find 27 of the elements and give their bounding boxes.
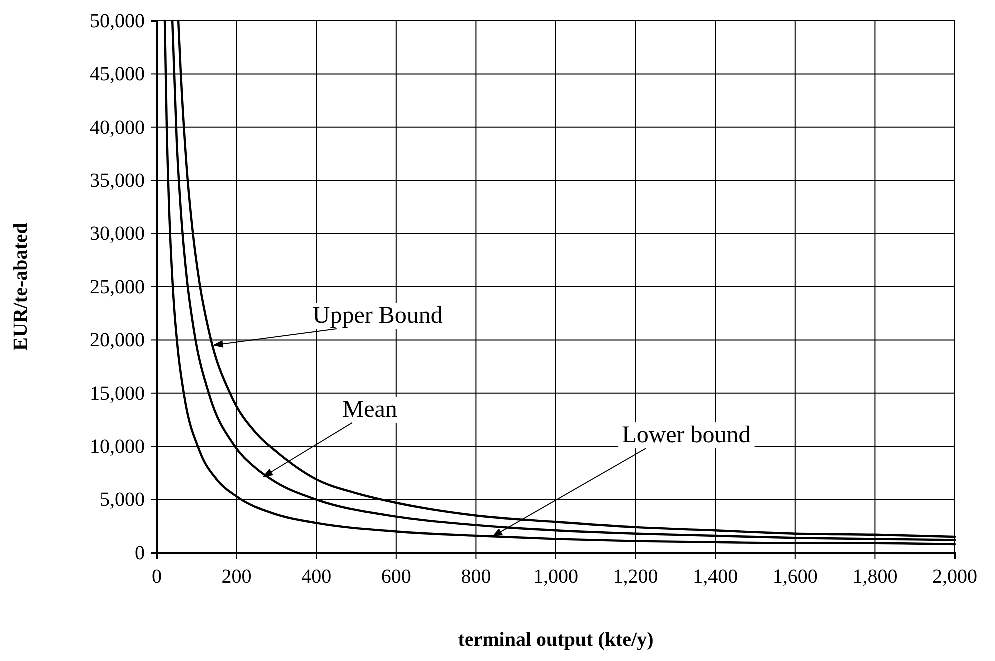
x-tick-label: 600 — [381, 566, 412, 588]
y-tick-label: 30,000 — [90, 223, 145, 246]
y-tick-label: 45,000 — [90, 64, 145, 86]
y-axis-title: EUR/te-abated — [10, 223, 32, 351]
x-tick-label: 400 — [302, 566, 332, 588]
y-tick-label: 5,000 — [100, 489, 145, 512]
x-tick-label: 1,800 — [852, 566, 898, 588]
annotation: Mean — [342, 396, 398, 423]
y-tick-label: 0 — [135, 542, 145, 564]
y-tick-label: 10,000 — [90, 436, 145, 458]
x-tick-label: 1,400 — [693, 566, 738, 588]
y-tick-label: 15,000 — [90, 382, 145, 405]
y-tick-label: 20,000 — [90, 330, 145, 352]
x-tick-label: 0 — [152, 566, 162, 588]
y-tick-label: 25,000 — [90, 276, 145, 298]
y-tick-label: 35,000 — [90, 170, 145, 192]
x-tick-label: 2,000 — [932, 566, 978, 588]
x-axis-title: terminal output (kte/y) — [458, 629, 654, 651]
x-tick-label: 1,200 — [613, 566, 658, 588]
annotation: Upper Bound — [312, 303, 443, 330]
x-tick-label: 1,000 — [534, 566, 578, 588]
annotation: Lower bound — [622, 422, 751, 449]
x-tick-label: 1,600 — [772, 566, 818, 588]
y-tick-label: 40,000 — [90, 116, 145, 139]
x-tick-label: 800 — [461, 566, 492, 588]
y-tick-label: 50,000 — [90, 10, 145, 32]
x-tick-label: 200 — [222, 566, 252, 588]
